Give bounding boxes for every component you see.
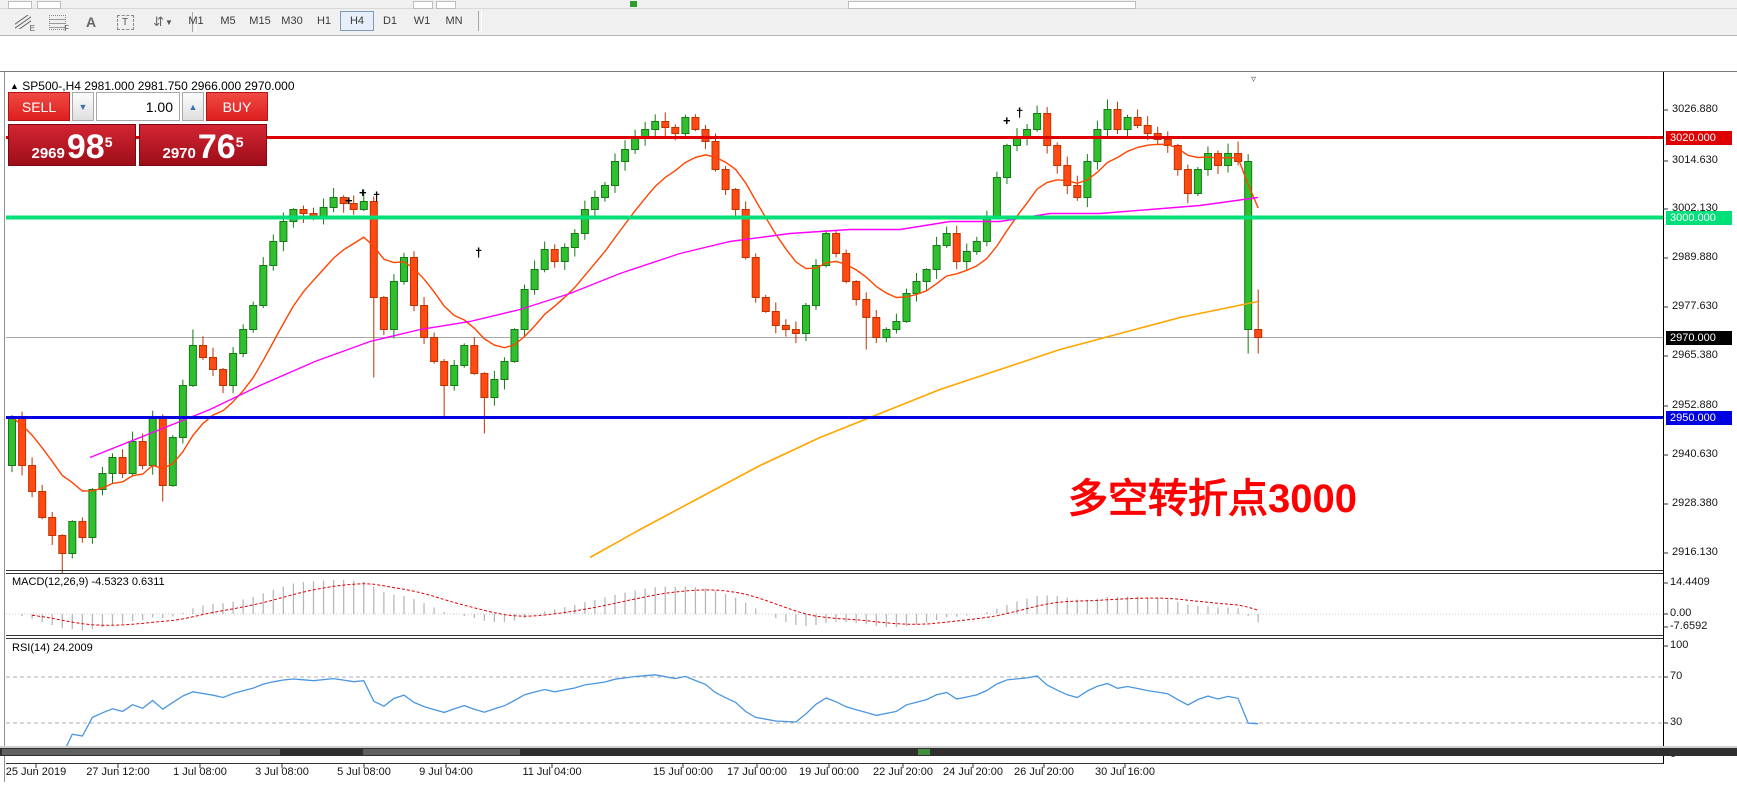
- toolbar-separator: [478, 11, 482, 31]
- timeframe-button-m30[interactable]: M30: [281, 15, 303, 27]
- volume-input[interactable]: [96, 92, 180, 121]
- timeframe-bar: M1 M5 M15 M30 H1 H4 D1 W1 MN: [180, 11, 486, 31]
- arrow-objects-icon[interactable]: ⇵ ▼: [146, 11, 180, 33]
- letter-t-icon: T: [116, 14, 134, 30]
- toolbar-separator: [192, 12, 196, 32]
- taskbar-strip: [0, 748, 1737, 756]
- ohlc-values-label: 2981.000 2981.750 2966.000 2970.000: [84, 79, 295, 93]
- macd-name: MACD(12,26,9): [12, 576, 89, 588]
- timeframe-button-m5[interactable]: M5: [220, 15, 236, 27]
- sell-price-sup: 5: [104, 134, 113, 150]
- buy-price-small: 2970: [162, 145, 196, 162]
- timeframe-button-h4[interactable]: H4: [340, 11, 374, 31]
- toolbar-fragment-green: [630, 1, 637, 7]
- equidistant-channel-icon[interactable]: E: [10, 11, 36, 33]
- timeframe-button-w1[interactable]: W1: [413, 15, 431, 27]
- buy-price-sup: 5: [235, 134, 244, 150]
- cropped-toolbar-row: [0, 0, 1737, 9]
- toolbar-fragment: [413, 1, 433, 9]
- text-label-icon[interactable]: A: [78, 11, 104, 33]
- chart-plot-area[interactable]: [0, 36, 1737, 792]
- toolbar-fragment: [848, 1, 1136, 9]
- bottom-border: [0, 746, 1737, 748]
- chart-window: 3026.880 3014.630 3002.130 2989.880 2977.630…: [0, 36, 1737, 782]
- rsi-label: RSI(14) 24.2009: [12, 642, 93, 654]
- fibonacci-tool-icon[interactable]: F: [44, 11, 70, 33]
- timeframe-button-mn[interactable]: MN: [445, 15, 463, 27]
- sell-price-small: 2969: [31, 145, 65, 162]
- diagonal-lines-icon: [15, 15, 31, 29]
- taskbar-item-green[interactable]: [918, 749, 930, 755]
- sell-price-big: 98: [66, 128, 105, 166]
- buy-price-big: 76: [197, 128, 236, 166]
- icon-sub-label: F: [64, 24, 69, 33]
- chart-header: ▲ SP500-,H4 2981.000 2981.750 2966.000 2…: [10, 79, 295, 93]
- sell-button[interactable]: SELL: [8, 92, 70, 121]
- collapse-arrow-icon[interactable]: ▲: [10, 81, 19, 91]
- symbol-period-label: SP500-,H4: [22, 79, 81, 93]
- chevron-down-icon: ▼: [164, 17, 173, 27]
- rsi-value: 24.2009: [52, 642, 93, 654]
- letter-a-icon: A: [85, 14, 97, 30]
- chart-text-annotation: 多空转折点3000: [1068, 477, 1357, 521]
- timeframe-button-m1[interactable]: M1: [188, 15, 204, 27]
- sell-price-display[interactable]: 2969 98 5: [8, 124, 136, 166]
- timeframe-button-h1[interactable]: H1: [316, 15, 332, 27]
- toolbar: E F A T ⇵ ▼ M1 M5 M15 M30 H1 H4 D1 W1 MN: [0, 9, 1737, 36]
- macd-label: MACD(12,26,9) -4.5323 0.6311: [12, 576, 165, 588]
- chart-shift-marker: ▿: [1251, 74, 1257, 85]
- toolbar-fragment: [8, 1, 32, 9]
- rsi-name: RSI(14): [12, 642, 50, 654]
- buy-price-display[interactable]: 2970 76 5: [139, 124, 267, 166]
- arrows-icon: ⇵: [153, 14, 164, 29]
- taskbar-item[interactable]: [2, 749, 280, 755]
- toolbar-fragment: [37, 1, 61, 9]
- volume-decrease-button[interactable]: ▼: [72, 92, 94, 121]
- icon-sub-label: E: [29, 24, 35, 33]
- timeframe-button-d1[interactable]: D1: [382, 15, 398, 27]
- timeframe-button-m15[interactable]: M15: [249, 15, 271, 27]
- text-box-icon[interactable]: T: [112, 11, 138, 33]
- volume-increase-button[interactable]: ▲: [182, 92, 204, 121]
- taskbar-item[interactable]: [363, 749, 520, 755]
- grid-lines-icon: [48, 14, 66, 30]
- macd-values: -4.5323 0.6311: [91, 576, 165, 588]
- toolbar-fragment: [436, 1, 456, 9]
- buy-button[interactable]: BUY: [206, 92, 268, 121]
